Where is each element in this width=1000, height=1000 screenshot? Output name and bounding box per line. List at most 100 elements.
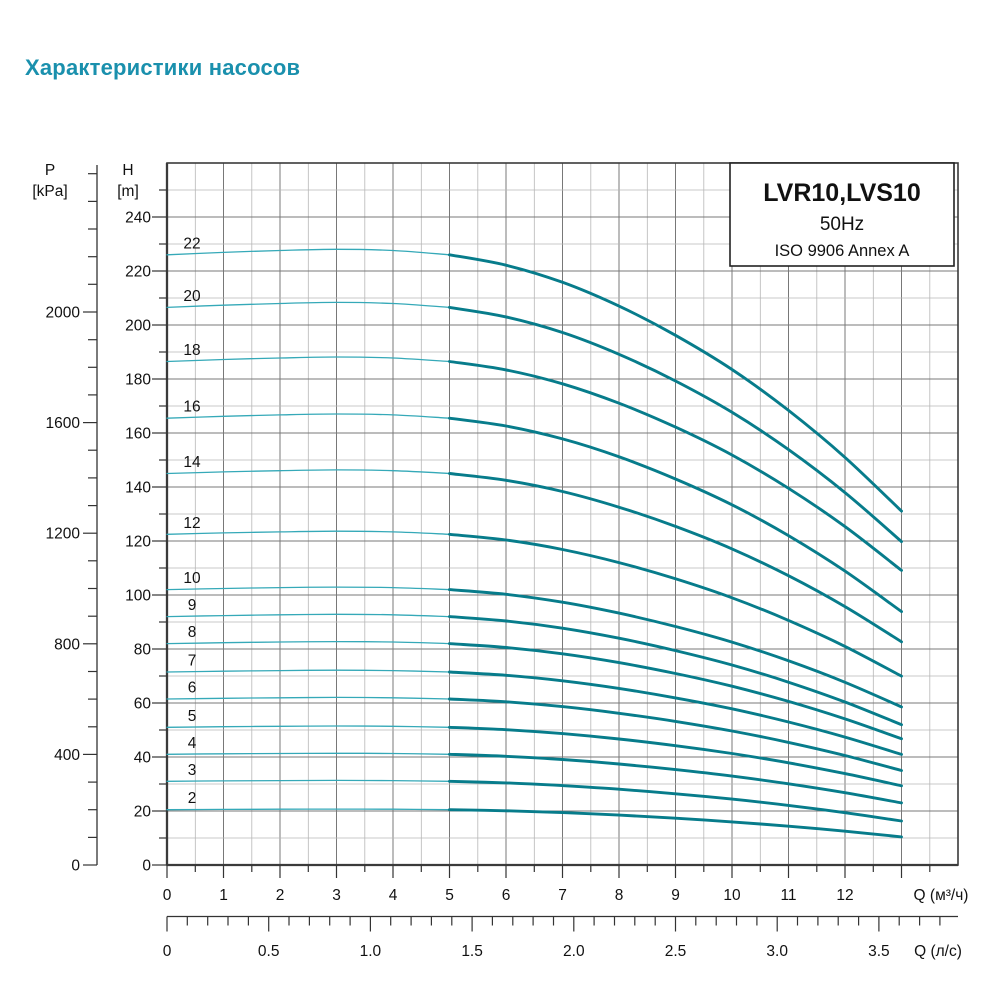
curve-label-22: 22 <box>183 235 200 252</box>
flow-m3h-tick-label-11: 11 <box>780 887 796 904</box>
head-tick-label-200: 200 <box>125 318 151 335</box>
flow-m3h-tick-label-12: 12 <box>836 887 853 904</box>
flow-ls-tick-label-2.5: 2.5 <box>665 943 687 960</box>
flow-ls-axis-label: Q (л/с) <box>914 943 962 960</box>
head-tick-label-160: 160 <box>125 426 151 443</box>
axes-ticks-layer: 0400800120016002000020406080100120140160… <box>46 163 958 960</box>
head-tick-label-0: 0 <box>142 858 151 875</box>
head-tick-label-20: 20 <box>134 804 152 821</box>
pump-curve-18-thick <box>448 360 903 572</box>
flow-ls-tick-label-0: 0 <box>163 943 172 960</box>
flow-m3h-tick-label-4: 4 <box>389 887 398 904</box>
flow-m3h-tick-label-1: 1 <box>219 887 228 904</box>
flow-m3h-tick-label-7: 7 <box>558 887 567 904</box>
pump-curve-16-thick <box>448 416 903 614</box>
model-frequency: 50Hz <box>820 214 864 235</box>
curve-label-16: 16 <box>183 399 200 416</box>
pump-curve-4-thin <box>166 752 451 755</box>
flow-m3h-axis-label: Q (м³/ч) <box>914 887 969 904</box>
pump-curve-12-thick <box>448 532 903 678</box>
pressure-tick-label-1600: 1600 <box>46 415 81 432</box>
pump-curve-2-thin <box>166 808 451 811</box>
pump-curve-16-thin <box>166 413 451 419</box>
pump-curve-7-thick <box>448 670 903 756</box>
pressure-tick-label-0: 0 <box>71 858 80 875</box>
head-tick-label-240: 240 <box>125 210 151 227</box>
curve-label-10: 10 <box>183 570 201 587</box>
curves-layer <box>166 248 903 839</box>
pressure-axis-unit: [kPa] <box>32 183 67 200</box>
head-tick-label-80: 80 <box>134 642 152 659</box>
pump-curve-5-thick <box>448 725 903 788</box>
curve-label-4: 4 <box>188 735 197 752</box>
head-tick-label-100: 100 <box>125 588 151 605</box>
pump-curve-6-thick <box>448 697 903 772</box>
pump-curve-10-thin <box>166 586 451 591</box>
flow-ls-tick-label-3.5: 3.5 <box>868 943 890 960</box>
pump-curve-7-thin <box>166 669 451 673</box>
model-standard: ISO 9906 Annex A <box>775 242 910 260</box>
pump-curve-6-thin <box>166 696 451 700</box>
pump-curve-22-thin <box>166 248 451 256</box>
flow-m3h-tick-label-10: 10 <box>723 887 741 904</box>
pressure-axis-letter: P <box>45 162 55 179</box>
head-axis-unit: [m] <box>117 183 139 200</box>
head-tick-label-40: 40 <box>134 750 152 767</box>
flow-m3h-tick-label-9: 9 <box>671 887 680 904</box>
head-tick-label-60: 60 <box>134 696 152 713</box>
curve-label-3: 3 <box>188 762 197 779</box>
curve-label-7: 7 <box>188 653 197 670</box>
pump-curve-20-thin <box>166 301 451 309</box>
head-tick-label-140: 140 <box>125 480 151 497</box>
head-tick-label-120: 120 <box>125 534 151 551</box>
flow-ls-tick-label-1.5: 1.5 <box>461 943 483 960</box>
flow-m3h-tick-label-0: 0 <box>163 887 172 904</box>
pump-curve-3-thin <box>166 779 451 782</box>
flow-ls-tick-label-2.0: 2.0 <box>563 943 585 960</box>
flow-m3h-tick-label-2: 2 <box>276 887 285 904</box>
flow-m3h-tick-label-8: 8 <box>615 887 624 904</box>
pump-curve-9-thin <box>166 613 451 618</box>
pump-curve-4-thick <box>448 752 903 805</box>
pump-curve-5-thin <box>166 725 451 728</box>
pump-curve-3-thick <box>448 779 903 823</box>
curve-label-18: 18 <box>183 342 200 359</box>
head-tick-label-220: 220 <box>125 264 151 281</box>
curve-label-2: 2 <box>188 790 197 807</box>
pump-curve-8-thin <box>166 640 451 645</box>
pump-curve-20-thick <box>448 305 903 544</box>
head-tick-label-180: 180 <box>125 372 151 389</box>
flow-ls-tick-label-1.0: 1.0 <box>360 943 382 960</box>
pump-curve-10-thick <box>448 588 903 709</box>
pump-curve-12-thin <box>166 530 451 535</box>
pressure-tick-label-2000: 2000 <box>46 305 81 322</box>
pump-curve-14-thin <box>166 469 451 475</box>
curve-label-20: 20 <box>183 288 201 305</box>
head-axis-letter: H <box>122 162 133 179</box>
pressure-tick-label-400: 400 <box>54 747 80 764</box>
pump-curve-8-thick <box>448 642 903 741</box>
flow-m3h-tick-label-5: 5 <box>445 887 454 904</box>
curve-label-9: 9 <box>188 597 197 614</box>
pump-curve-14-thick <box>448 472 903 644</box>
pump-curve-22-thick <box>448 253 903 513</box>
curve-label-8: 8 <box>188 624 197 641</box>
curve-labels-layer: 22 20 18 16 14 12 10 9 8 7 6 5 4 3 2 <box>183 235 201 807</box>
flow-m3h-tick-label-3: 3 <box>332 887 341 904</box>
flow-m3h-tick-label-6: 6 <box>502 887 511 904</box>
curve-label-12: 12 <box>183 515 200 532</box>
pump-curve-2-thick <box>448 808 903 839</box>
flow-ls-tick-label-0.5: 0.5 <box>258 943 280 960</box>
pressure-tick-label-800: 800 <box>54 636 80 653</box>
flow-ls-tick-label-3.0: 3.0 <box>766 943 788 960</box>
model-name: LVR10,LVS10 <box>763 179 920 207</box>
model-info-box <box>729 162 955 267</box>
pressure-tick-label-1200: 1200 <box>46 526 81 543</box>
curve-label-6: 6 <box>188 680 197 697</box>
curve-label-5: 5 <box>188 708 197 725</box>
pump-curve-9-thick <box>448 615 903 727</box>
pump-curve-18-thin <box>166 356 451 363</box>
curve-label-14: 14 <box>183 454 201 471</box>
grid-layer <box>167 163 958 865</box>
